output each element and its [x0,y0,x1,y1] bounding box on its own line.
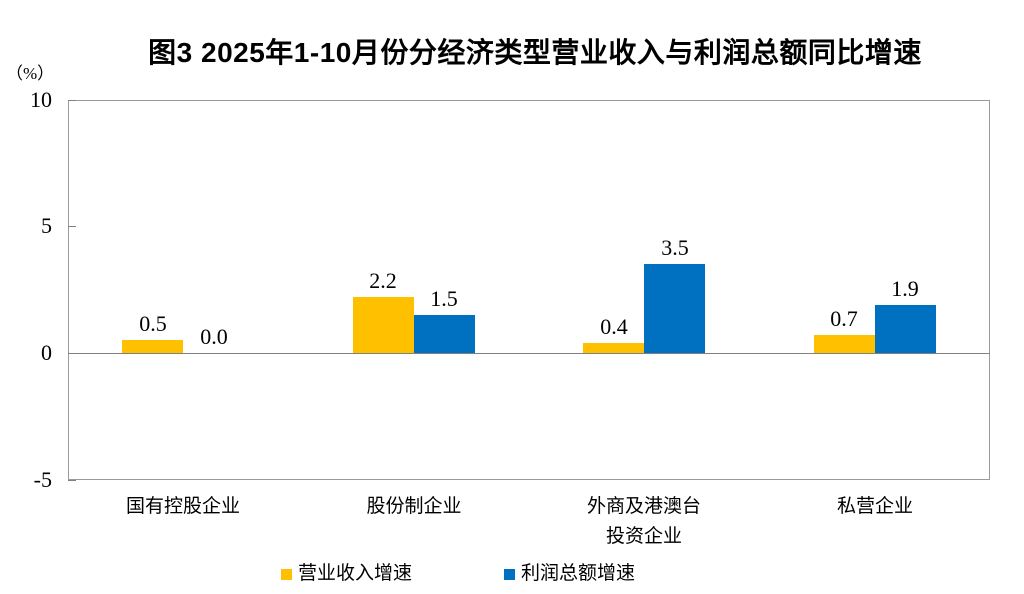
legend-label-2: 利润总额增速 [521,563,636,584]
value-label-s1-c4: 0.7 [830,306,858,331]
value-label-s2-c3: 3.5 [661,235,689,260]
y-tick-mark-10 [68,100,76,101]
legend-entry-2: 利润总额增速 [504,562,635,586]
legend-label-1: 营业收入增速 [298,563,413,584]
legend-swatch-icon-1 [281,568,292,580]
y-tick-mark--5 [68,480,76,481]
y-axis-unit-label: （%） [6,64,55,83]
x-category-label-4: 私营企业 [836,496,913,517]
bar-s1-c1 [122,340,183,353]
bar-s2-c4 [875,305,936,353]
bar-s1-c4 [814,335,875,353]
legend: 营业收入增速 利润总额增速 [281,562,635,586]
value-label-s1-c2: 2.2 [369,268,397,293]
bar-s2-c2 [414,315,475,353]
y-tick-label-10: 10 [30,87,52,112]
y-tick-mark-5 [68,226,76,227]
x-category-label-3: 外商及港澳台 投资企业 [586,496,701,547]
legend-entry-1: 营业收入增速 [281,562,412,586]
value-label-s1-c1: 0.5 [139,311,167,336]
bar-s1-c3 [583,343,644,353]
value-label-s2-c1: 0.0 [200,324,228,349]
value-label-s2-c2: 1.5 [430,286,458,311]
y-tick-label-5: 5 [41,213,52,238]
x-category-label-2: 股份制企业 [366,496,462,517]
legend-swatch-icon-2 [504,568,516,580]
value-label-s2-c4: 1.9 [891,276,919,301]
y-tick-label-0: 0 [41,340,52,365]
bar-s2-c3 [644,264,705,353]
bar-s1-c2 [353,297,414,353]
x-category-label-1: 国有控股企业 [125,496,240,517]
chart-title: 图3 2025年1-10月份分经济类型营业收入与利润总额同比增速 [148,37,922,68]
plot-area [68,100,990,480]
value-label-s1-c3: 0.4 [600,314,628,339]
zero-baseline [68,353,990,354]
y-tick-label--5: -5 [33,467,52,492]
